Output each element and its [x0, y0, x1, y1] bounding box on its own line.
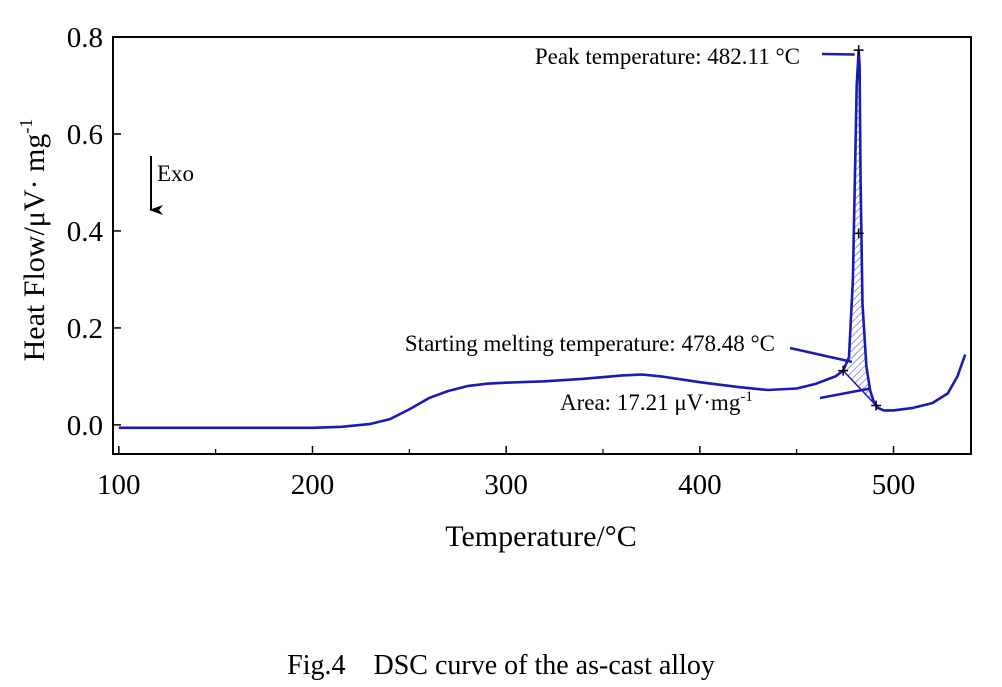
area-annotation: Area: 17.21 μV·mg-1: [560, 389, 753, 415]
y-tick-label: 0.4: [67, 216, 104, 248]
x-axis-title: Temperature/°C: [445, 520, 636, 553]
onset-annotation: Starting melting temperature: 478.48 °C: [405, 331, 775, 356]
y-tick-label: 0.6: [67, 119, 103, 151]
x-tick-label: 400: [678, 469, 722, 501]
y-tick-label: 0.0: [67, 410, 103, 442]
annotations-layer: Peak temperature: 482.11 °C Starting melt…: [405, 44, 871, 415]
area-annotation-main: Area: 17.21 μV·mg: [560, 390, 741, 415]
x-tick-label: 500: [872, 469, 916, 501]
onset-leader-line: [789, 346, 853, 364]
x-tick-label: 200: [291, 469, 335, 501]
y-axis: 0.0 0.2 0.4 0.6 0.8: [67, 22, 121, 442]
y-axis-title: Heat Flow/μV· mg-1: [16, 119, 51, 362]
dsc-curve: [118, 48, 967, 430]
data-marker: [871, 400, 882, 411]
plot-area: [112, 36, 972, 455]
area-leader-line: [819, 387, 871, 400]
x-tick-label: 300: [484, 469, 528, 501]
figure-caption: Fig.4 DSC curve of the as-cast alloy: [287, 650, 715, 681]
data-marker: [853, 228, 864, 239]
plot-frame: [112, 36, 972, 455]
x-tick-label: 100: [97, 469, 141, 501]
area-annotation-sup: -1: [740, 389, 753, 405]
series-layer: [118, 45, 967, 430]
x-axis: 100 200 300 400 500: [97, 446, 915, 501]
y-tick-label: 0.8: [67, 22, 103, 54]
exo-label: Exo: [157, 161, 194, 186]
data-marker: [838, 365, 849, 376]
y-axis-title-sup: -1: [16, 119, 36, 134]
peak-baseline: [842, 370, 877, 407]
melting-peak-area: [843, 50, 875, 404]
peak-annotation: Peak temperature: 482.11 °C: [535, 44, 800, 69]
y-tick-label: 0.2: [67, 313, 103, 345]
data-marker: [853, 45, 864, 56]
y-axis-title-main: Heat Flow/μV· mg: [18, 134, 51, 362]
